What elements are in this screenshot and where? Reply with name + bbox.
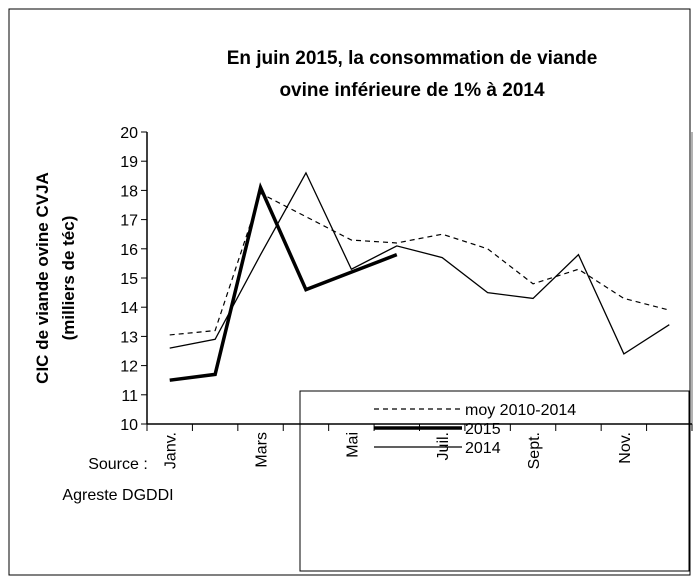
x-tick-label: Nov. xyxy=(617,432,634,464)
y-tick-label: 11 xyxy=(121,388,138,405)
chart-title: En juin 2015, la consommation de viande xyxy=(227,48,598,69)
legend-box xyxy=(299,390,690,572)
x-tick-label: Juil. xyxy=(435,432,452,460)
source: Agreste DGDDI xyxy=(62,487,173,504)
series-line xyxy=(169,192,670,336)
series-line xyxy=(169,171,670,355)
y-tick-label: 13 xyxy=(120,329,138,346)
source: Source : xyxy=(88,456,148,473)
y-tick-label: 20 xyxy=(120,125,138,142)
y-tick-label: 16 xyxy=(120,242,138,259)
legend-label: 2015 xyxy=(465,421,501,438)
y-tick-label: 10 xyxy=(120,417,138,434)
x-tick-label: Mai xyxy=(344,432,361,458)
y-tick-label: 15 xyxy=(120,271,138,288)
y-axis-label: CIC de viande ovine CVJA xyxy=(33,172,52,384)
legend-label: 2014 xyxy=(465,440,501,457)
y-tick-label: 18 xyxy=(120,183,138,200)
legend-label: moy 2010-2014 xyxy=(465,402,576,419)
frame xyxy=(8,8,691,576)
y-tick-label: 19 xyxy=(120,154,138,171)
y-axis-label: (milliers de téc) xyxy=(59,216,78,341)
x-tick-label: Janv. xyxy=(163,432,180,469)
chart-title: ovine inférieure de 1% à 2014 xyxy=(279,80,545,101)
y-tick-label: 12 xyxy=(120,359,138,376)
x-tick-label: Sept. xyxy=(526,432,543,469)
x-tick-label: Mars xyxy=(254,432,271,468)
y-tick-label: 14 xyxy=(120,300,138,317)
y-tick-label: 17 xyxy=(120,213,138,230)
series-line xyxy=(169,182,398,382)
